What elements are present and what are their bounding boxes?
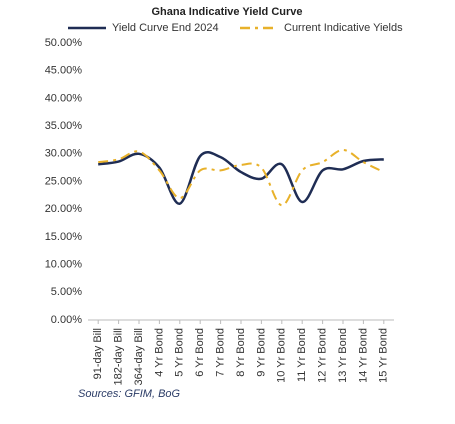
y-tick-label: 50.00% <box>45 37 83 49</box>
x-tick-label: 9 Yr Bond <box>255 328 267 377</box>
x-tick-label: 13 Yr Bond <box>337 328 349 383</box>
x-tick-label: 182-day Bill <box>113 328 125 385</box>
legend-label: Yield Curve End 2024 <box>112 22 219 34</box>
x-tick-label: 6 Yr Bond <box>194 328 206 377</box>
x-tick-label: 7 Yr Bond <box>215 328 227 377</box>
x-tick-label: 15 Yr Bond <box>378 328 390 383</box>
x-tick-label: 14 Yr Bond <box>357 328 369 383</box>
source-note: Sources: GFIM, BoG <box>78 388 181 400</box>
y-tick-label: 40.00% <box>45 92 83 104</box>
y-tick-label: 25.00% <box>45 175 83 187</box>
y-tick-label: 30.00% <box>45 148 83 160</box>
y-tick-label: 5.00% <box>51 286 82 298</box>
legend-label: Current Indicative Yields <box>284 22 403 34</box>
x-tick-label: 91-day Bill <box>92 328 104 379</box>
x-tick-label: 4 Yr Bond <box>153 328 165 377</box>
x-tick-label: 5 Yr Bond <box>174 328 186 377</box>
y-tick-label: 15.00% <box>45 231 83 243</box>
y-tick-label: 45.00% <box>45 65 83 77</box>
x-tick-label: 8 Yr Bond <box>235 328 247 377</box>
x-tick-label: 12 Yr Bond <box>317 328 329 383</box>
y-tick-label: 35.00% <box>45 120 83 132</box>
x-tick-label: 10 Yr Bond <box>276 328 288 383</box>
y-tick-label: 10.00% <box>45 259 83 271</box>
chart-title: Ghana Indicative Yield Curve <box>152 6 303 18</box>
y-tick-label: 20.00% <box>45 203 83 215</box>
series-line <box>98 151 384 205</box>
x-tick-label: 11 Yr Bond <box>296 328 308 382</box>
y-tick-label: 0.00% <box>51 314 82 326</box>
series-line <box>98 148 385 207</box>
x-tick-label: 364-day Bill <box>133 328 145 385</box>
